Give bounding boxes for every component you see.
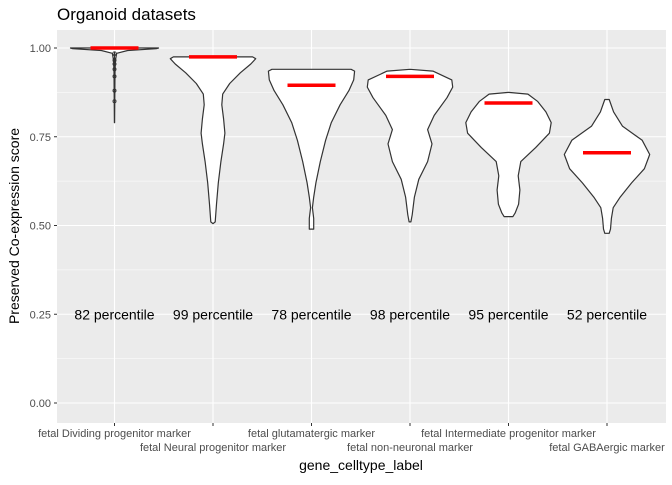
y-axis-title: Preserved Co-expression score (6, 128, 22, 324)
outlier-point (112, 74, 117, 79)
percentile-label: 52 percentile (567, 306, 647, 322)
y-tick-label: 0.50 (30, 221, 51, 233)
x-tick-label: fetal Intermediate progenitor marker (421, 428, 596, 440)
outlier-point (112, 88, 117, 93)
percentile-label: 78 percentile (271, 306, 351, 322)
x-axis: fetal Dividing progenitor marker fetal Ne… (38, 423, 665, 454)
outlier-point (112, 51, 117, 56)
percentile-annotations: 82 percentile 99 percentile 78 percentile 9… (74, 306, 647, 322)
outlier-point (112, 99, 117, 104)
x-tick-label: fetal GABAergic marker (549, 442, 665, 454)
plot-panel (57, 30, 666, 423)
percentile-label: 95 percentile (468, 306, 548, 322)
y-tick-label: 0.75 (30, 132, 51, 144)
y-tick-label: 0.00 (30, 398, 51, 410)
outlier-point (112, 67, 117, 72)
y-tick-label: 1.00 (30, 43, 51, 55)
percentile-label: 99 percentile (173, 306, 253, 322)
violin-shape (366, 68, 454, 223)
chart-title: Organoid datasets (57, 5, 196, 24)
x-axis-title: gene_celltype_label (299, 457, 423, 473)
y-tick-label: 0.25 (30, 309, 51, 321)
x-tick-label: fetal glutamatergic marker (248, 428, 375, 440)
percentile-label: 98 percentile (370, 306, 450, 322)
violins (69, 46, 651, 234)
violin-shape (267, 68, 356, 230)
violin-shape (465, 91, 552, 218)
x-tick-label: fetal Dividing progenitor marker (38, 428, 191, 440)
x-tick-label: fetal non-neuronal marker (347, 442, 473, 454)
y-axis: 0.00 0.25 0.50 0.75 1.00 (30, 43, 57, 410)
percentile-label: 82 percentile (74, 306, 154, 322)
violin-shape (563, 98, 651, 234)
x-tick-label: fetal Neural progenitor marker (140, 442, 286, 454)
